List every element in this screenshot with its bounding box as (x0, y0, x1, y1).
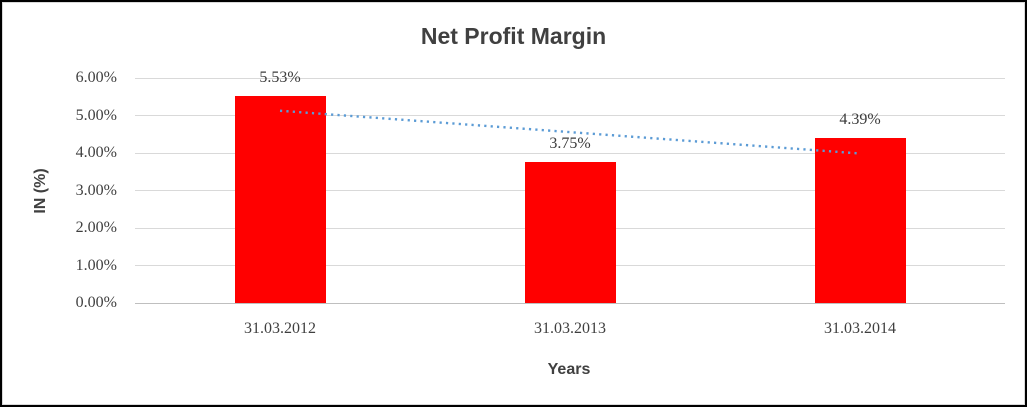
y-tick-label: 5.00% (75, 106, 117, 124)
y-tick-label: 2.00% (75, 219, 117, 236)
gridline (135, 77, 1005, 79)
x-axis-line (135, 303, 1005, 304)
x-category-label: 31.03.2014 (824, 320, 896, 337)
y-tick-label: 3.00% (75, 181, 117, 199)
bar (234, 95, 326, 303)
bar-value-label: 4.39% (839, 111, 881, 129)
x-axis-title: Years (547, 361, 591, 378)
x-category-label: 31.03.2013 (534, 320, 606, 337)
y-tick-label: 1.00% (75, 256, 117, 274)
y-tick-label: 4.00% (75, 144, 117, 161)
bar-value-label: 5.53% (259, 68, 301, 86)
bar (524, 162, 616, 303)
x-category-label: 31.03.2012 (244, 320, 316, 337)
y-tick-label: 0.00% (75, 294, 117, 311)
y-tick-label: 6.00% (75, 69, 117, 86)
chart-title: Net Profit Margin (420, 23, 607, 49)
bar-value-label: 3.75% (549, 135, 591, 153)
bar (814, 138, 906, 303)
